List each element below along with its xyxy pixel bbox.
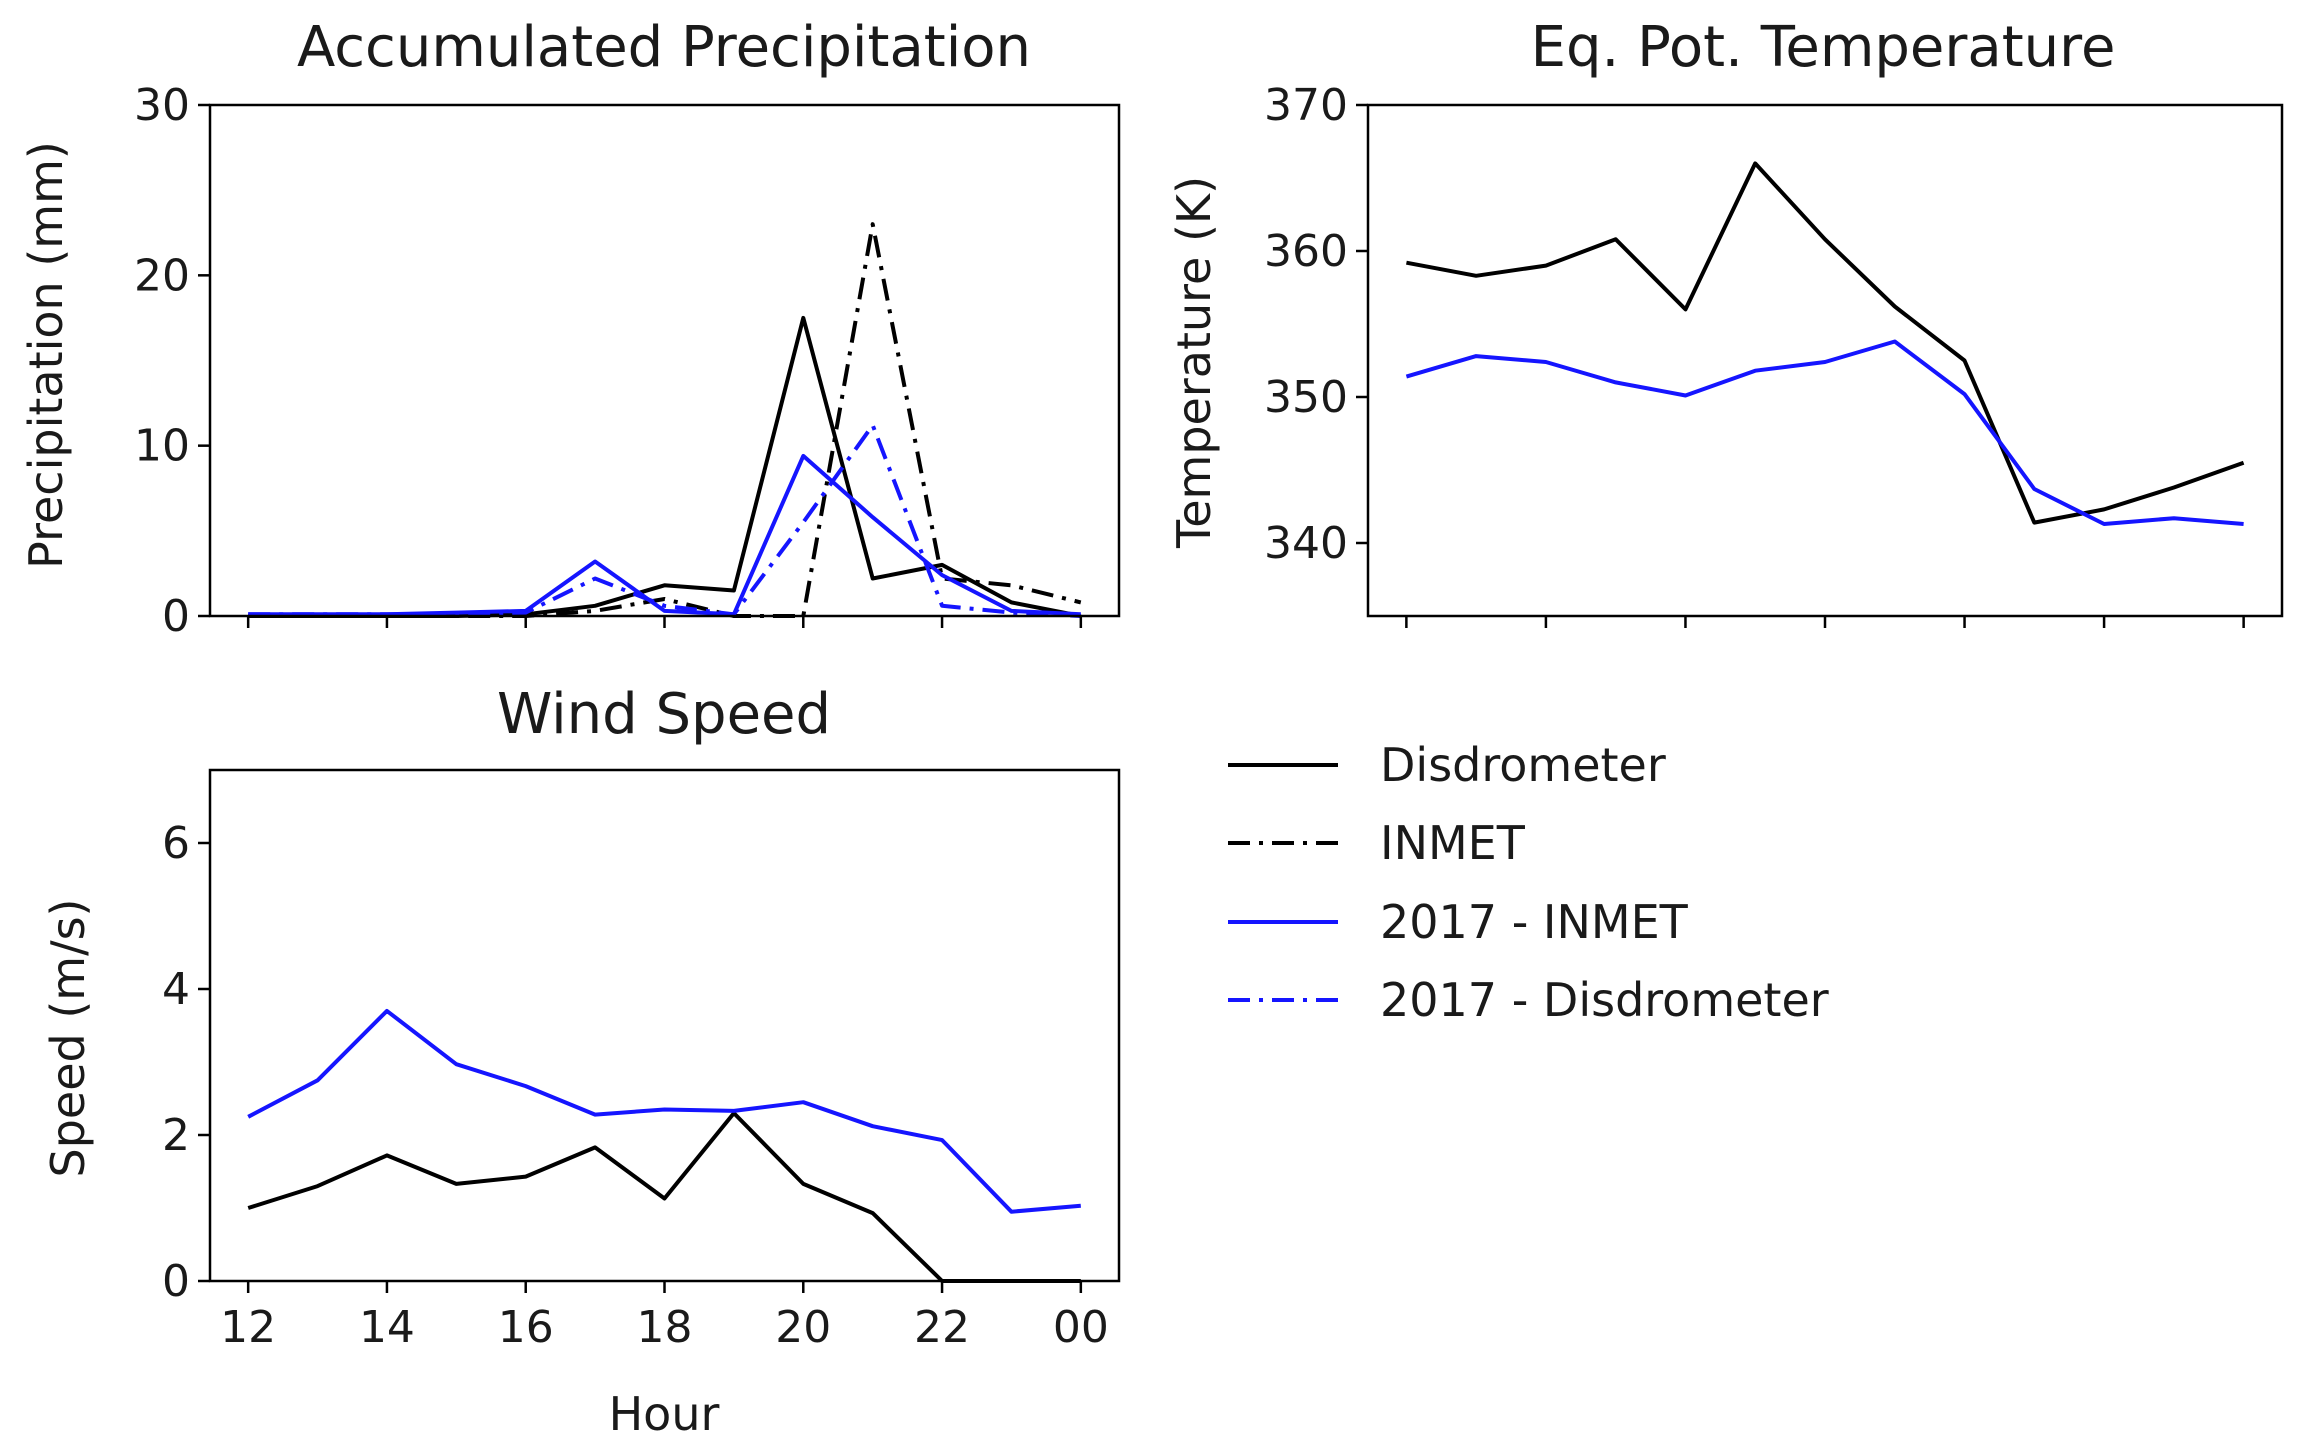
y-tick-label: 6 xyxy=(162,818,190,869)
y-tick-label: 350 xyxy=(1264,372,1348,423)
legend: Disdrometer INMET 2017 - INMET 2017 - Di… xyxy=(1228,738,1829,1027)
x-tick-label: 20 xyxy=(775,1302,831,1353)
legend-label-2017-inmet: 2017 - INMET xyxy=(1380,895,1689,949)
x-axis-label: Hour xyxy=(609,1387,720,1441)
axes-frame xyxy=(208,768,1121,1283)
y-tick-label: 10 xyxy=(134,421,190,472)
series-line-2017-inmet xyxy=(247,1008,1081,1214)
series-line-disdrometer xyxy=(248,315,1082,618)
y-tick-label: 2 xyxy=(162,1110,190,1161)
y-axis-label: Speed (m/s) xyxy=(41,899,95,1178)
legend-entry-2017-inmet: 2017 - INMET xyxy=(1228,895,1689,949)
legend-label-2017-disdrometer: 2017 - Disdrometer xyxy=(1380,973,1829,1027)
theta-panel: Eq. Pot. Temperature Temperature (K) 340… xyxy=(1167,15,2284,628)
y-axis-label: Precipitation (mm) xyxy=(19,141,73,569)
x-tick-label: 00 xyxy=(1053,1302,1109,1353)
wind-panel: Wind Speed Speed (m/s) Hour 0 2 4 6 12 14 16 18… xyxy=(41,682,1121,1441)
plot-area xyxy=(247,1008,1081,1283)
series-line-disdrometer xyxy=(247,1111,1081,1283)
x-tick-label: 14 xyxy=(359,1302,415,1353)
x-tick-label: 18 xyxy=(637,1302,693,1353)
y-axis-label: Temperature (K) xyxy=(1167,176,1221,549)
y-tick-label: 0 xyxy=(162,1256,190,1307)
series-line-2017-inmet xyxy=(1405,339,2244,526)
precip-panel: Accumulated Precipitation Precipitation … xyxy=(19,15,1121,642)
legend-label-disdrometer: Disdrometer xyxy=(1380,738,1666,792)
axes-frame xyxy=(208,103,1121,618)
y-tick-label: 340 xyxy=(1264,518,1348,569)
x-tick-label: 16 xyxy=(498,1302,554,1353)
chart-title: Wind Speed xyxy=(497,682,831,747)
y-tick-label: 30 xyxy=(134,80,190,131)
series-line-inmet xyxy=(248,222,1082,618)
y-tick-label: 360 xyxy=(1264,226,1348,277)
plot-area xyxy=(248,222,1082,618)
series-line-disdrometer xyxy=(1406,161,2245,525)
y-tick-label: 20 xyxy=(134,250,190,301)
chart-title: Accumulated Precipitation xyxy=(297,15,1031,80)
series-line-2017-disdrometer xyxy=(248,423,1081,618)
legend-entry-2017-disdrometer: 2017 - Disdrometer xyxy=(1228,973,1829,1027)
y-tick-label: 4 xyxy=(162,964,190,1015)
x-tick-label: 22 xyxy=(914,1302,970,1353)
plot-area xyxy=(1405,161,2245,526)
y-tick-label: 370 xyxy=(1264,80,1348,131)
x-tick-label: 12 xyxy=(220,1302,276,1353)
chart-title: Eq. Pot. Temperature xyxy=(1531,15,2116,80)
legend-entry-inmet: INMET xyxy=(1228,816,1526,870)
y-tick-label: 0 xyxy=(162,591,190,642)
axes-frame xyxy=(1366,103,2284,618)
legend-entry-disdrometer: Disdrometer xyxy=(1228,738,1666,792)
series-line-2017-inmet xyxy=(248,453,1081,617)
legend-label-inmet: INMET xyxy=(1380,816,1526,870)
